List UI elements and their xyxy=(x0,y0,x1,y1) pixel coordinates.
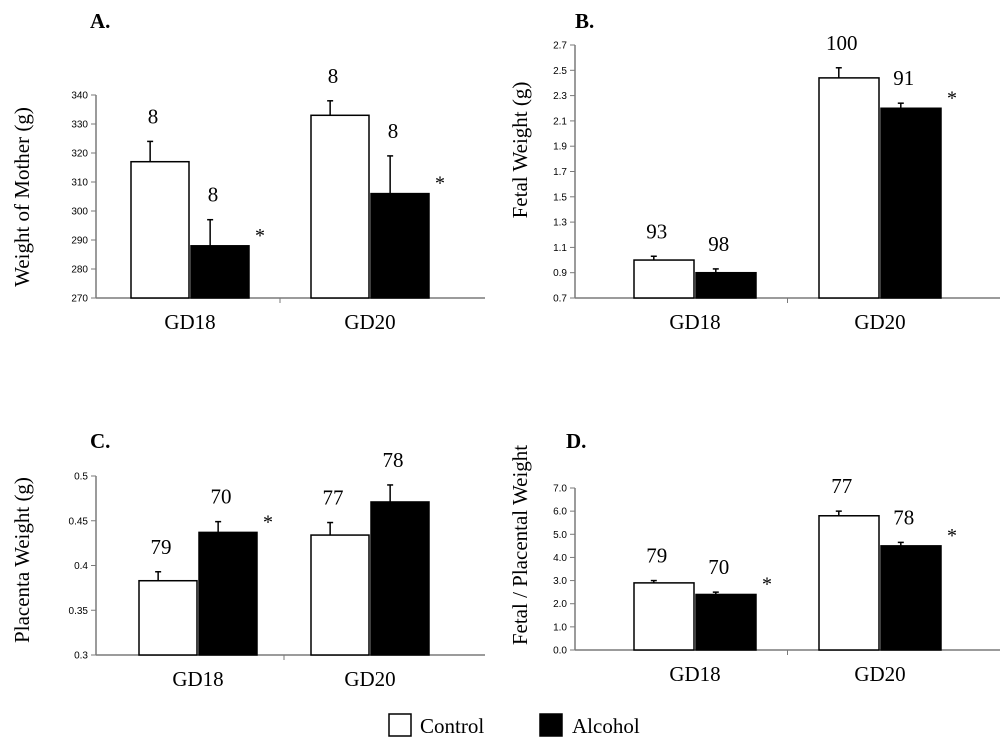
panel-d: D. Fetal / Placental Weight 0.0 1.0 2.0 3.0 4.… xyxy=(508,429,1000,686)
bar-control xyxy=(310,534,370,656)
y-tick-label: 1.3 xyxy=(553,218,567,229)
y-axis-label: Weight of Mother (g) xyxy=(10,107,34,287)
bar-control xyxy=(130,160,190,299)
bar-alcohol xyxy=(370,192,430,299)
y-tick-label: 0.45 xyxy=(69,516,89,527)
legend-label-control: Control xyxy=(420,714,484,738)
bar-alcohol xyxy=(880,545,942,651)
panel-letter: B. xyxy=(575,9,594,33)
y-tick-label: 340 xyxy=(71,91,88,102)
bar-alcohol xyxy=(880,107,942,299)
bar-control xyxy=(633,259,695,299)
bar-control xyxy=(818,515,880,651)
y-tick-label: 270 xyxy=(71,294,88,305)
bar-alcohol xyxy=(370,501,430,656)
n-label: 8 xyxy=(148,104,159,128)
panel-letter: C. xyxy=(90,429,110,453)
bar-control xyxy=(818,77,880,299)
panel-letter: D. xyxy=(566,429,586,453)
legend-swatch-control xyxy=(388,713,412,737)
significance-star: * xyxy=(435,173,445,195)
bar-alcohol xyxy=(190,245,250,299)
y-tick-label: 1.0 xyxy=(553,622,567,633)
y-tick-label: 7.0 xyxy=(553,484,567,495)
n-label: 79 xyxy=(646,544,667,568)
bar-control xyxy=(138,579,198,656)
y-tick-label: 1.7 xyxy=(553,167,567,178)
panel-b: B. Fetal Weight (g) 0.7 0.9 1.1 1.3 1.5 1.7 1.9 2… xyxy=(508,9,1000,334)
x-tick-label: GD18 xyxy=(669,310,720,334)
panel-letter: A. xyxy=(90,9,110,33)
significance-star: * xyxy=(255,225,265,247)
n-label: 98 xyxy=(708,232,729,256)
x-tick-label: GD20 xyxy=(344,310,395,334)
y-tick-label: 2.1 xyxy=(553,116,567,127)
significance-star: * xyxy=(762,573,772,595)
n-label: 8 xyxy=(328,64,339,88)
y-tick-label: 0.3 xyxy=(74,651,88,662)
n-label: 8 xyxy=(388,119,399,143)
panel-a: A. Weight of Mother (g) 270 280 290 300 310 320… xyxy=(10,9,485,334)
n-label: 93 xyxy=(646,219,667,243)
y-tick-label: 0.0 xyxy=(553,646,567,657)
n-label: 70 xyxy=(211,485,232,509)
x-tick-label: GD18 xyxy=(669,662,720,686)
n-label: 77 xyxy=(323,486,344,510)
significance-star: * xyxy=(947,525,957,547)
chart-panels: A. Weight of Mother (g) 270 280 290 300 310 320… xyxy=(10,9,1000,691)
y-tick-label: 1.1 xyxy=(553,243,567,254)
y-tick-label: 1.5 xyxy=(553,192,567,203)
n-label: 100 xyxy=(826,31,858,55)
y-tick-label: 330 xyxy=(71,120,88,131)
legend: Control Alcohol xyxy=(388,713,640,738)
y-tick-label: 5.0 xyxy=(553,530,567,541)
y-tick-label: 0.7 xyxy=(553,294,567,305)
x-tick-label: GD18 xyxy=(164,310,215,334)
y-axis-label: Fetal / Placental Weight xyxy=(508,445,532,645)
bar-alcohol xyxy=(695,593,757,651)
n-label: 78 xyxy=(893,505,914,529)
legend-swatch-alcohol xyxy=(539,713,563,737)
y-tick-label: 3.0 xyxy=(553,576,567,587)
y-tick-label: 0.35 xyxy=(69,606,89,617)
n-label: 79 xyxy=(151,535,172,559)
significance-star: * xyxy=(947,87,957,109)
y-tick-label: 320 xyxy=(71,149,88,160)
y-tick-label: 310 xyxy=(71,178,88,189)
y-tick-label: 6.0 xyxy=(553,507,567,518)
y-tick-label: 2.0 xyxy=(553,599,567,610)
significance-star: * xyxy=(263,511,273,533)
y-tick-label: 2.3 xyxy=(553,91,567,102)
legend-label-alcohol: Alcohol xyxy=(572,714,640,738)
y-tick-label: 4.0 xyxy=(553,553,567,564)
x-tick-label: GD20 xyxy=(854,662,905,686)
n-label: 70 xyxy=(708,555,729,579)
y-axis-label: Placenta Weight (g) xyxy=(10,477,34,643)
n-label: 8 xyxy=(208,183,219,207)
n-label: 91 xyxy=(893,66,914,90)
y-axis-label: Fetal Weight (g) xyxy=(508,82,532,219)
y-tick-label: 0.5 xyxy=(74,472,88,483)
bar-control xyxy=(633,582,695,651)
y-tick-label: 290 xyxy=(71,236,88,247)
y-tick-label: 280 xyxy=(71,265,88,276)
y-tick-label: 300 xyxy=(71,207,88,218)
panel-c: C. Placenta Weight (g) 0.3 0.35 0.4 0.45 0.5 GD… xyxy=(10,429,485,691)
y-tick-label: 0.9 xyxy=(553,268,567,279)
bar-alcohol xyxy=(198,531,258,656)
bar-alcohol xyxy=(695,271,757,299)
x-tick-label: GD18 xyxy=(172,667,223,691)
x-tick-label: GD20 xyxy=(344,667,395,691)
n-label: 77 xyxy=(831,474,852,498)
y-tick-label: 2.5 xyxy=(553,66,567,77)
y-tick-label: 2.7 xyxy=(553,41,567,52)
y-tick-label: 1.9 xyxy=(553,142,567,153)
n-label: 78 xyxy=(383,448,404,472)
x-tick-label: GD20 xyxy=(854,310,905,334)
bar-control xyxy=(310,114,370,299)
y-tick-label: 0.4 xyxy=(74,561,88,572)
